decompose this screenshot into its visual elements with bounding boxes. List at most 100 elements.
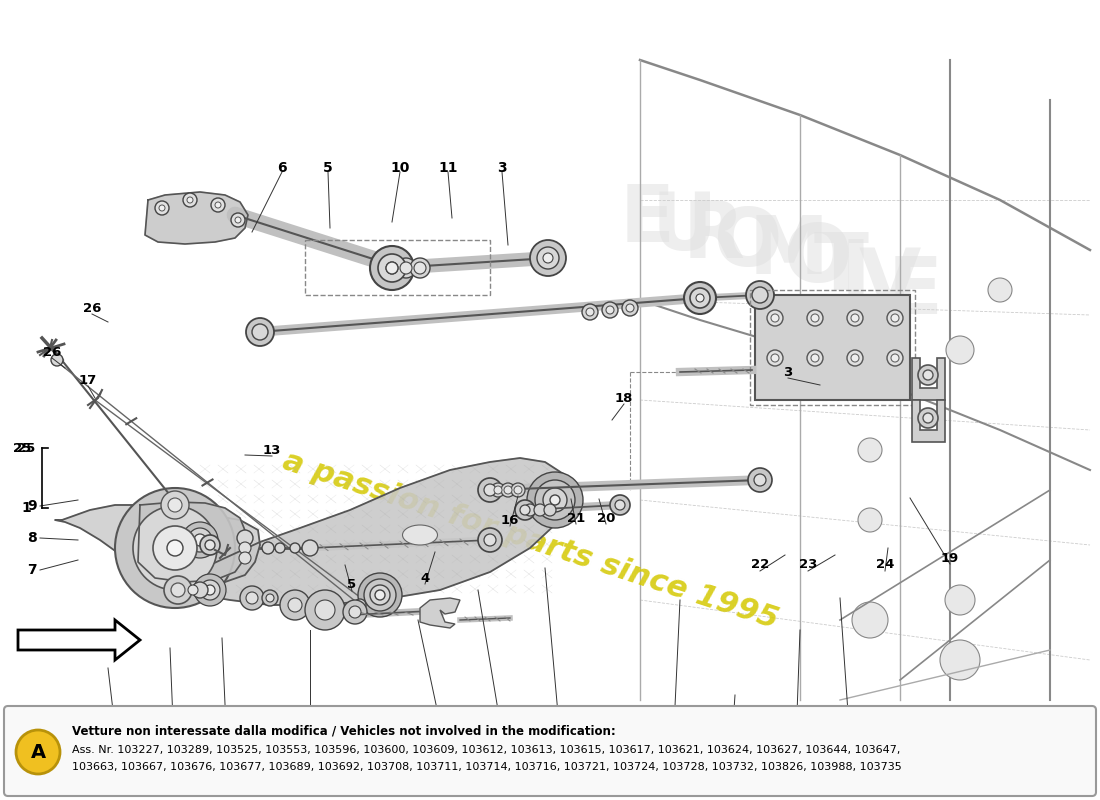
Text: E: E [888,253,943,331]
Text: 19: 19 [940,551,959,565]
Circle shape [851,314,859,322]
Text: 7: 7 [28,563,36,577]
Circle shape [767,350,783,366]
Circle shape [923,370,933,380]
Circle shape [696,294,704,302]
Circle shape [754,474,766,486]
Circle shape [586,308,594,316]
Circle shape [160,205,165,211]
Polygon shape [18,620,140,660]
Text: 16: 16 [500,514,519,526]
Circle shape [375,590,385,600]
Text: 5: 5 [348,578,356,591]
Circle shape [205,540,214,550]
Circle shape [504,486,512,494]
Text: 25: 25 [13,442,31,454]
Bar [755,295,910,400]
Text: V: V [858,245,921,323]
Circle shape [530,240,566,276]
Text: 12: 12 [662,766,682,780]
Circle shape [945,585,975,615]
Text: 6: 6 [558,766,568,780]
Circle shape [188,528,212,552]
Circle shape [610,495,630,515]
Circle shape [386,262,398,274]
Polygon shape [138,502,248,582]
Polygon shape [175,458,570,605]
Circle shape [378,254,406,282]
Circle shape [183,193,197,207]
Circle shape [515,500,535,520]
Text: 18: 18 [615,391,634,405]
Circle shape [500,483,515,497]
Circle shape [606,306,614,314]
Circle shape [200,535,220,555]
Text: 14: 14 [440,766,460,780]
Circle shape [537,247,559,269]
Text: 3: 3 [725,766,735,780]
Text: 3: 3 [783,366,793,378]
Circle shape [410,258,430,278]
Circle shape [891,314,899,322]
Text: R: R [683,197,745,275]
Circle shape [182,522,218,558]
Circle shape [246,318,274,346]
Text: a passion for parts since 1995: a passion for parts since 1995 [278,446,781,634]
Circle shape [478,528,502,552]
Circle shape [752,287,768,303]
Circle shape [484,534,496,546]
Text: 25: 25 [16,442,35,454]
Circle shape [168,498,182,512]
Text: 3: 3 [497,161,507,175]
Text: Ass. Nr. 103227, 103289, 103525, 103553, 103596, 103600, 103609, 103612, 103613,: Ass. Nr. 103227, 103289, 103525, 103553,… [72,745,901,755]
Circle shape [767,310,783,326]
Text: 24: 24 [876,558,894,571]
Text: 22: 22 [751,558,769,571]
Circle shape [887,310,903,326]
Circle shape [414,262,426,274]
Polygon shape [420,598,460,628]
FancyBboxPatch shape [4,706,1096,796]
Circle shape [382,258,402,278]
Text: 23: 23 [799,558,817,571]
Text: 20: 20 [597,511,615,525]
Circle shape [343,600,367,624]
Circle shape [478,478,502,502]
Circle shape [811,314,819,322]
Circle shape [240,586,264,610]
Circle shape [349,606,361,618]
Circle shape [302,540,318,556]
Text: 15: 15 [498,766,518,780]
Text: 10: 10 [390,161,409,175]
Circle shape [161,491,189,519]
Circle shape [51,354,63,366]
Ellipse shape [403,525,438,545]
Circle shape [16,730,60,774]
Circle shape [851,354,859,362]
Circle shape [235,217,241,223]
Circle shape [690,288,710,308]
Circle shape [524,504,536,516]
Circle shape [400,262,412,274]
Circle shape [167,540,183,556]
Circle shape [370,246,414,290]
Text: 4: 4 [420,571,430,585]
Circle shape [858,438,882,462]
Circle shape [615,500,625,510]
Text: 2: 2 [305,766,315,780]
Circle shape [626,304,634,312]
Circle shape [543,253,553,263]
Circle shape [155,201,169,215]
Circle shape [535,480,575,520]
Text: O: O [784,221,852,299]
Text: 6: 6 [277,161,287,175]
Circle shape [923,413,933,423]
Circle shape [807,350,823,366]
Circle shape [534,504,546,516]
Circle shape [746,281,774,309]
Text: 26: 26 [43,346,62,358]
Circle shape [133,506,217,590]
Circle shape [187,197,192,203]
Text: M: M [748,213,828,291]
Circle shape [192,582,208,598]
